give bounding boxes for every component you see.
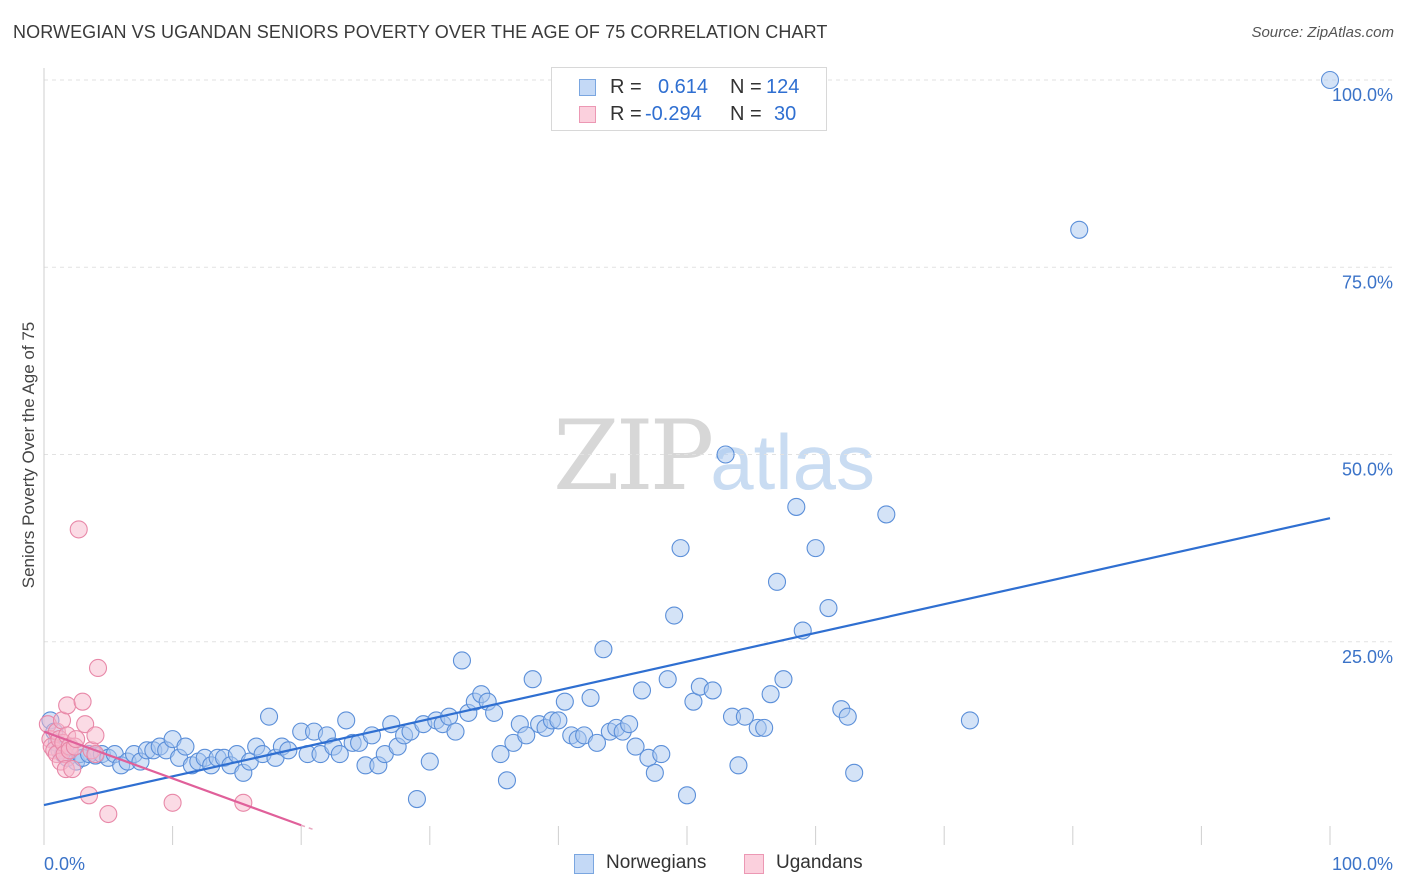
stats-n-label: N = bbox=[730, 103, 762, 125]
point-ugandans bbox=[88, 658, 108, 678]
point-norwegians bbox=[620, 715, 639, 734]
point-norwegians bbox=[1070, 220, 1089, 239]
point-norwegians bbox=[761, 685, 780, 704]
point-norwegians bbox=[594, 640, 613, 659]
point-norwegians bbox=[787, 497, 806, 516]
point-norwegians bbox=[549, 711, 568, 730]
watermark-zip: ZIP bbox=[553, 400, 714, 512]
point-norwegians bbox=[684, 692, 703, 711]
point-norwegians bbox=[645, 763, 664, 782]
point-norwegians bbox=[767, 572, 787, 591]
point-norwegians bbox=[665, 606, 684, 625]
point-norwegians bbox=[845, 763, 864, 782]
stats-n-value: 124 bbox=[766, 76, 800, 98]
stats-row-norwegians: R = 0.614 N = 124 bbox=[552, 74, 826, 102]
point-norwegians bbox=[877, 505, 896, 524]
point-ugandans bbox=[63, 760, 82, 779]
point-norwegians bbox=[491, 745, 510, 764]
point-norwegians bbox=[555, 692, 574, 711]
watermark-atlas: atlas bbox=[710, 418, 875, 506]
point-norwegians bbox=[420, 752, 439, 771]
stats-r-value: 0.614 bbox=[658, 76, 709, 98]
stats-r-label: R = bbox=[610, 76, 642, 98]
trendline-ugandans-extension bbox=[300, 824, 315, 831]
stats-n-value: 30 bbox=[774, 103, 797, 125]
source-label: Source: ZipAtlas.com bbox=[1251, 24, 1394, 41]
point-ugandans bbox=[86, 726, 105, 745]
watermark: ZIPatlas bbox=[553, 400, 875, 512]
point-norwegians bbox=[330, 745, 349, 764]
point-norwegians bbox=[677, 786, 697, 805]
point-norwegians bbox=[960, 711, 979, 730]
legend-label-norwegians: Norwegians bbox=[606, 852, 707, 873]
point-norwegians bbox=[259, 707, 279, 726]
point-norwegians bbox=[729, 756, 748, 775]
point-ugandans bbox=[52, 711, 72, 730]
point-ugandans bbox=[99, 804, 118, 824]
legend-swatch-norwegians bbox=[574, 854, 594, 874]
point-ugandans bbox=[163, 793, 182, 812]
chart-title: NORWEGIAN VS UGANDAN SENIORS POVERTY OVE… bbox=[13, 22, 828, 42]
y-tick-label: 25.0% bbox=[1342, 647, 1393, 667]
point-norwegians bbox=[497, 771, 517, 790]
stats-swatch-norwegians bbox=[579, 79, 596, 96]
stats-n-label: N = bbox=[730, 76, 762, 98]
point-norwegians bbox=[652, 745, 671, 764]
point-norwegians bbox=[671, 539, 690, 558]
trendline-norwegians bbox=[43, 517, 1331, 807]
point-norwegians bbox=[1320, 70, 1340, 90]
point-ugandans bbox=[69, 520, 88, 539]
point-norwegians bbox=[755, 718, 774, 737]
point-norwegians bbox=[632, 681, 652, 700]
point-norwegians bbox=[774, 670, 793, 689]
point-norwegians bbox=[517, 726, 536, 745]
point-norwegians bbox=[716, 445, 735, 464]
point-ugandans bbox=[76, 715, 95, 734]
legend-label-ugandans: Ugandans bbox=[776, 852, 863, 873]
point-norwegians bbox=[658, 670, 677, 689]
y-tick-label: 100.0% bbox=[1332, 85, 1393, 105]
point-norwegians bbox=[626, 737, 645, 756]
point-norwegians bbox=[176, 737, 195, 756]
x-tick-label: 0.0% bbox=[44, 854, 85, 874]
point-norwegians bbox=[446, 722, 465, 741]
point-norwegians bbox=[838, 707, 857, 726]
y-axis-label: Seniors Poverty Over the Age of 75 bbox=[19, 321, 38, 589]
point-norwegians bbox=[806, 539, 825, 558]
point-norwegians bbox=[362, 726, 381, 745]
stats-box: R = 0.614 N = 124 R = -0.294 N = 30 bbox=[551, 67, 827, 131]
point-norwegians bbox=[587, 733, 607, 752]
point-norwegians bbox=[581, 688, 600, 707]
point-norwegians bbox=[337, 711, 356, 730]
trendline-ugandans bbox=[43, 730, 302, 827]
point-norwegians bbox=[819, 598, 838, 618]
stats-row-ugandans: R = -0.294 N = 30 bbox=[552, 101, 826, 129]
point-norwegians bbox=[735, 707, 754, 726]
point-ugandans bbox=[58, 696, 77, 715]
stats-swatch-ugandans bbox=[579, 106, 596, 123]
stats-r-value: -0.294 bbox=[645, 103, 702, 125]
stats-r-label: R = bbox=[610, 103, 642, 125]
x-tick-label: 100.0% bbox=[1332, 854, 1393, 874]
point-ugandans bbox=[234, 793, 253, 812]
point-norwegians bbox=[703, 681, 722, 700]
point-norwegians bbox=[452, 651, 472, 670]
y-tick-label: 50.0% bbox=[1342, 460, 1393, 480]
point-norwegians bbox=[407, 789, 426, 809]
y-tick-label: 75.0% bbox=[1342, 272, 1393, 292]
point-ugandans bbox=[73, 692, 92, 711]
legend-swatch-ugandans bbox=[744, 854, 764, 874]
point-norwegians bbox=[523, 670, 542, 689]
